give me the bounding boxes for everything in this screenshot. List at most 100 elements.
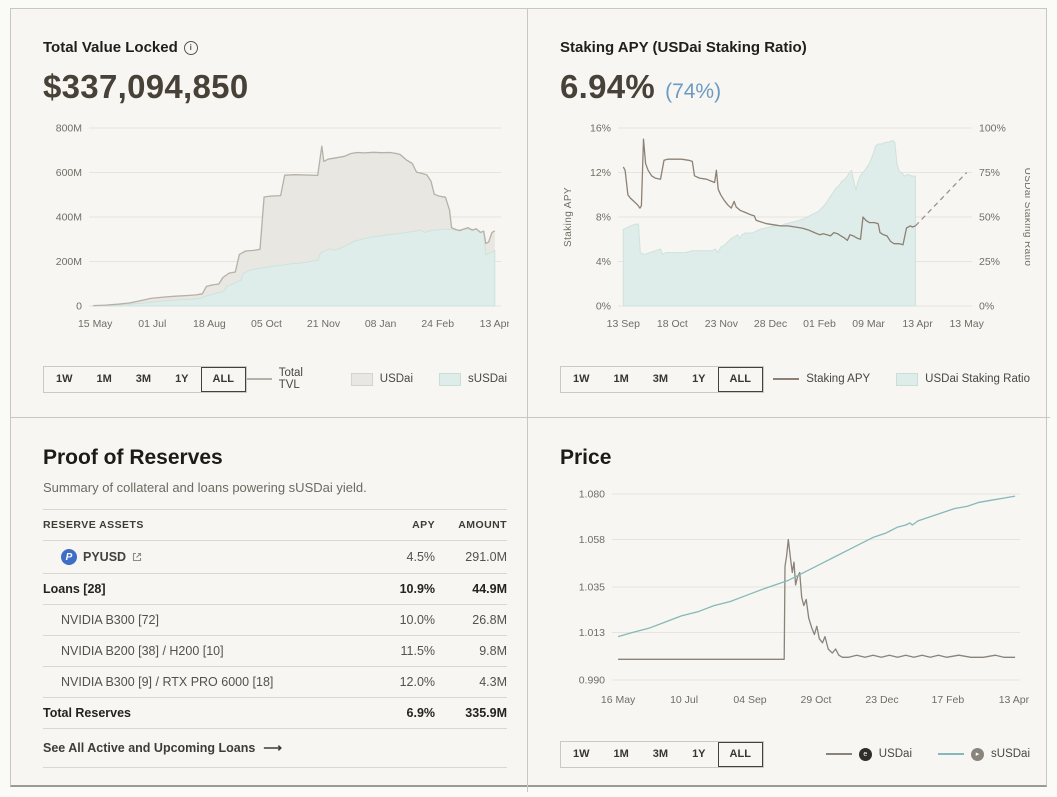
- legend-label: sUSDai: [468, 373, 507, 386]
- svg-text:10 Jul: 10 Jul: [670, 694, 698, 706]
- svg-text:08 Jan: 08 Jan: [365, 318, 397, 330]
- range-button-3m[interactable]: 3M: [641, 742, 680, 767]
- tvl-value: $337,094,850: [43, 68, 249, 105]
- price-panel: Price 1.080 1.058 1.035 1.013 0.990 16 May 10 …: [528, 418, 1050, 792]
- legend-item-usdai[interactable]: USDai: [350, 372, 414, 386]
- staking-controls: 1W 1M 3M 1Y ALL Staking APY USDai Staking Rat…: [560, 365, 1030, 393]
- range-button-1y[interactable]: 1Y: [680, 367, 717, 392]
- svg-text:USDai Staking Ratio: USDai Staking Ratio: [1022, 168, 1030, 267]
- range-button-1y[interactable]: 1Y: [163, 367, 200, 392]
- staking-title-row: Staking APY (USDai Staking Ratio): [560, 39, 1030, 56]
- amount-value: 335.9M: [465, 706, 507, 720]
- svg-text:13 Apr: 13 Apr: [902, 318, 933, 330]
- legend-area-swatch: [350, 372, 373, 386]
- range-button-1w[interactable]: 1W: [561, 742, 602, 767]
- column-header: RESERVE ASSETS: [43, 519, 144, 531]
- range-button-1y[interactable]: 1Y: [680, 742, 717, 767]
- table-row[interactable]: P PYUSD 4.5% 291.0M: [43, 540, 507, 574]
- svg-text:8%: 8%: [596, 212, 611, 224]
- svg-text:01 Feb: 01 Feb: [803, 318, 836, 330]
- table-row: NVIDIA B300 [9] / RTX PRO 6000 [18] 12.0%…: [43, 666, 507, 698]
- range-button-all[interactable]: ALL: [200, 366, 246, 392]
- asset-label: NVIDIA B200 [38] / H200 [10]: [61, 644, 224, 658]
- legend-label: USDai Staking Ratio: [925, 373, 1030, 386]
- svg-text:13 May: 13 May: [949, 318, 984, 330]
- legend-item-staking-apy[interactable]: Staking APY: [773, 373, 870, 385]
- svg-text:200M: 200M: [56, 256, 82, 268]
- asset-label: NVIDIA B300 [9] / RTX PRO 6000 [18]: [61, 675, 274, 689]
- svg-text:13 Apr: 13 Apr: [999, 694, 1030, 706]
- apy-value: 11.5%: [400, 644, 436, 658]
- tvl-controls: 1W 1M 3M 1Y ALL Total TVL USDai sUSDai: [43, 365, 507, 393]
- legend-item-usdai-staking-ratio[interactable]: USDai Staking Ratio: [896, 372, 1030, 386]
- svg-text:04 Sep: 04 Sep: [733, 694, 766, 706]
- range-button-1w[interactable]: 1W: [561, 367, 602, 392]
- svg-text:1.013: 1.013: [579, 627, 605, 639]
- price-chart[interactable]: 1.080 1.058 1.035 1.013 0.990 16 May 10 Jul 04 …: [560, 480, 1030, 708]
- legend-item-susdai[interactable]: sUSDai: [439, 372, 507, 386]
- svg-text:800M: 800M: [56, 123, 82, 135]
- reserves-table: RESERVE ASSETS APY AMOUNT P PYUSD 4.5% 291.0M…: [43, 509, 507, 728]
- column-header: APY: [412, 519, 436, 531]
- svg-text:0: 0: [76, 301, 82, 313]
- pyusd-token-icon: P: [61, 549, 77, 565]
- legend-label: sUSDai: [991, 748, 1030, 761]
- external-link-icon[interactable]: [132, 552, 142, 562]
- legend-label: Total TVL: [278, 367, 303, 392]
- legend-line-swatch: [825, 753, 852, 756]
- svg-text:4%: 4%: [596, 256, 611, 268]
- tvl-chart[interactable]: 800M 600M 400M 200M 0 15 May 01 Jul 18 Aug 05 Oc…: [43, 120, 509, 332]
- price-range-group: 1W 1M 3M 1Y ALL: [560, 740, 764, 768]
- legend-area-swatch: [896, 372, 919, 386]
- see-all-loans-link[interactable]: See All Active and Upcoming Loans ⟶: [43, 728, 507, 768]
- svg-text:23 Dec: 23 Dec: [865, 694, 898, 706]
- svg-text:16%: 16%: [590, 123, 611, 135]
- svg-text:16 May: 16 May: [601, 694, 636, 706]
- svg-text:25%: 25%: [979, 256, 1000, 268]
- apy-value: 6.9%: [406, 706, 436, 720]
- asset-label: NVIDIA B300 [72]: [61, 613, 159, 627]
- range-button-1m[interactable]: 1M: [602, 742, 641, 767]
- tvl-title-row: Total Value Locked i: [43, 39, 507, 56]
- tvl-range-group: 1W 1M 3M 1Y ALL: [43, 365, 247, 393]
- amount-value: 9.8M: [479, 644, 507, 658]
- table-row: Loans [28] 10.9% 44.9M: [43, 573, 507, 605]
- legend-label: USDai: [379, 373, 414, 386]
- legend-item-total-tvl[interactable]: Total TVL: [246, 367, 325, 392]
- table-row: Total Reserves 6.9% 335.9M: [43, 697, 507, 729]
- svg-text:0%: 0%: [979, 301, 994, 313]
- apy-value: 10.0%: [399, 613, 436, 627]
- staking-apy-chart[interactable]: 16% 12% 8% 4% 0% 100% 75% 50% 25% 0% 13 Sep 18 Oct 2…: [560, 120, 1030, 332]
- range-button-3m[interactable]: 3M: [124, 367, 163, 392]
- svg-text:13 Apr: 13 Apr: [480, 318, 509, 330]
- svg-text:17 Feb: 17 Feb: [932, 694, 965, 706]
- range-button-3m[interactable]: 3M: [641, 367, 680, 392]
- reserves-header-row: RESERVE ASSETS APY AMOUNT: [43, 509, 507, 541]
- staking-panel: Staking APY (USDai Staking Ratio) 6.94% …: [528, 9, 1050, 418]
- info-icon[interactable]: i: [183, 40, 198, 55]
- svg-text:23 Nov: 23 Nov: [705, 318, 739, 330]
- legend-item-usdai[interactable]: e USDai: [825, 747, 912, 761]
- svg-text:1.058: 1.058: [579, 534, 605, 546]
- range-button-1m[interactable]: 1M: [85, 367, 124, 392]
- dashboard-grid: Total Value Locked i $337,094,850 800M 60…: [10, 8, 1050, 792]
- susdai-token-icon: ▸: [971, 747, 985, 761]
- legend-area-swatch: [439, 372, 462, 386]
- reserves-panel: Proof of Reserves Summary of collateral …: [11, 418, 528, 792]
- legend-label: Staking APY: [806, 373, 871, 386]
- right-arrow-icon: ⟶: [263, 740, 282, 755]
- amount-value: 4.3M: [479, 675, 507, 689]
- staking-apy-value: 6.94%: [560, 68, 656, 105]
- range-button-1m[interactable]: 1M: [602, 367, 641, 392]
- svg-text:18 Aug: 18 Aug: [193, 318, 226, 330]
- legend-item-susdai[interactable]: ▸ sUSDai: [938, 747, 1030, 761]
- range-button-all[interactable]: ALL: [717, 366, 763, 392]
- svg-text:Staking APY: Staking APY: [563, 187, 574, 247]
- svg-text:15 May: 15 May: [78, 318, 113, 330]
- asset-label: PYUSD: [83, 550, 127, 564]
- svg-text:28 Dec: 28 Dec: [754, 318, 787, 330]
- range-button-1w[interactable]: 1W: [44, 367, 85, 392]
- range-button-all[interactable]: ALL: [717, 741, 763, 767]
- table-row: NVIDIA B300 [72] 10.0% 26.8M: [43, 604, 507, 636]
- svg-text:29 Oct: 29 Oct: [801, 694, 832, 706]
